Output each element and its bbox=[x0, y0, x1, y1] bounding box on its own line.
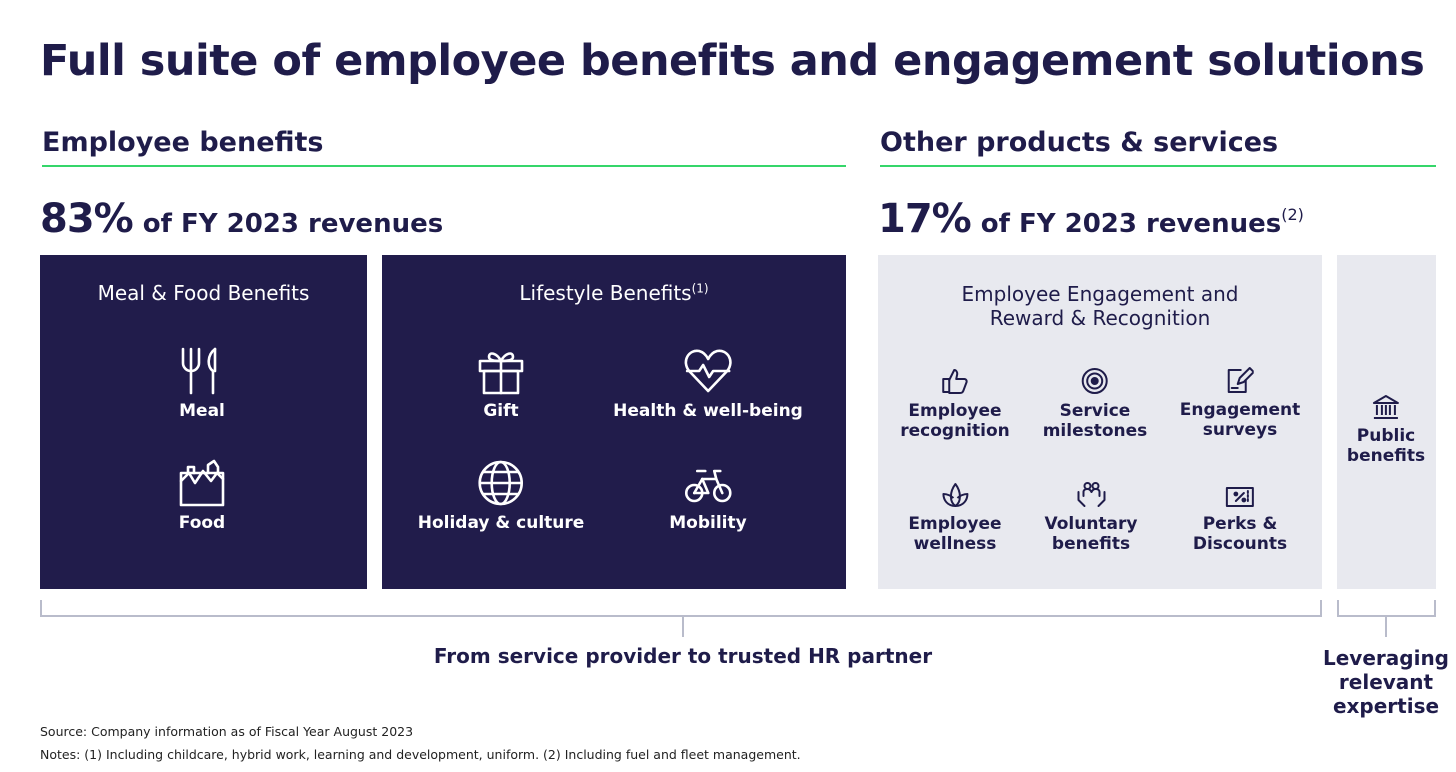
page-title: Full suite of employee benefits and enga… bbox=[40, 36, 1425, 86]
revenue-percent: 83% bbox=[40, 196, 134, 242]
thumbs-up-icon bbox=[941, 369, 968, 394]
health-item: Health & well-being bbox=[613, 347, 803, 421]
item-label: Food bbox=[178, 513, 226, 533]
employee-benefits-heading: Employee benefits bbox=[42, 127, 324, 158]
item-label: Employee wellness bbox=[908, 514, 1001, 554]
label-line: benefits bbox=[1346, 446, 1426, 466]
label-line: Discounts bbox=[1192, 534, 1288, 554]
panel-title: Meal & Food Benefits bbox=[97, 281, 310, 305]
side-bracket-center-tick bbox=[1385, 615, 1387, 637]
footnote-marker: (1) bbox=[691, 281, 709, 296]
footnote-marker: (2) bbox=[1281, 205, 1304, 224]
bracket-main-label: From service provider to trusted HR part… bbox=[433, 644, 933, 668]
employee-benefits-revenue-share: 83% of FY 2023 revenues bbox=[40, 196, 443, 242]
side-bracket-left-tick bbox=[1337, 600, 1339, 617]
mobility-item: Mobility bbox=[669, 459, 747, 533]
item-label: Mobility bbox=[669, 513, 747, 533]
main-bracket-right-tick bbox=[1320, 600, 1322, 617]
label-line: recognition bbox=[900, 421, 1010, 441]
public-benefits-item: Public benefits bbox=[1347, 394, 1425, 466]
item-label: Engagement surveys bbox=[1180, 400, 1301, 440]
label-line: Perks & bbox=[1202, 514, 1278, 534]
side-bracket-right-tick bbox=[1434, 600, 1436, 617]
panel-title: Lifestyle Benefits(1) bbox=[382, 281, 846, 305]
survey-pencil-icon bbox=[1228, 367, 1254, 393]
label-line: benefits bbox=[1051, 534, 1131, 554]
item-label: Perks & Discounts bbox=[1193, 514, 1287, 554]
fork-knife-icon bbox=[181, 347, 217, 395]
revenue-text: of FY 2023 revenues bbox=[980, 209, 1282, 239]
panel-title-text: Lifestyle Benefits bbox=[519, 281, 692, 305]
voluntary-benefits-item: Voluntary benefits bbox=[1044, 480, 1138, 554]
perks-discounts-item: Perks & Discounts bbox=[1193, 486, 1287, 554]
item-label: Meal bbox=[179, 401, 225, 421]
lifestyle-panel: Lifestyle Benefits(1) Gift Health & well… bbox=[382, 255, 846, 589]
hands-people-icon bbox=[1076, 482, 1105, 507]
source-note: Source: Company information as of Fiscal… bbox=[40, 724, 414, 739]
meal-food-panel: Meal & Food Benefits Meal Food bbox=[40, 255, 367, 589]
lotus-icon bbox=[942, 483, 968, 507]
label-line: Engagement bbox=[1179, 400, 1301, 420]
revenue-text: of FY 2023 revenues bbox=[142, 209, 444, 239]
panel-title-line: Reward & Recognition bbox=[989, 306, 1211, 330]
grocery-bag-icon bbox=[179, 459, 225, 507]
other-products-rule bbox=[880, 165, 1436, 167]
label-line: Voluntary bbox=[1044, 514, 1138, 534]
target-icon bbox=[1081, 368, 1108, 394]
public-benefits-panel: Public benefits bbox=[1337, 255, 1436, 589]
label-line: expertise bbox=[1332, 694, 1440, 718]
panel-title: Employee Engagement and Reward & Recogni… bbox=[878, 282, 1322, 330]
item-label: Health & well-being bbox=[613, 401, 803, 421]
item-label: Gift bbox=[483, 401, 519, 421]
label-line: milestones bbox=[1042, 421, 1148, 441]
other-products-revenue-share: 17% of FY 2023 revenues(2) bbox=[878, 196, 1304, 242]
holiday-item: Holiday & culture bbox=[417, 459, 585, 533]
revenue-percent: 17% bbox=[878, 196, 972, 242]
label-line: Employee bbox=[908, 401, 1002, 421]
label-line: Public bbox=[1356, 426, 1416, 446]
gift-icon bbox=[478, 352, 524, 395]
meal-item: Meal bbox=[179, 347, 225, 421]
label-line: Leveraging bbox=[1323, 646, 1449, 670]
employee-wellness-item: Employee wellness bbox=[908, 482, 1002, 554]
ticket-icon bbox=[1225, 487, 1254, 507]
label-line: relevant bbox=[1338, 670, 1434, 694]
label-line: wellness bbox=[913, 534, 997, 554]
item-label: Service milestones bbox=[1043, 401, 1148, 441]
item-label: Employee recognition bbox=[900, 401, 1010, 441]
panel-title-line: Employee Engagement and bbox=[961, 282, 1239, 306]
label-line: Service bbox=[1059, 401, 1131, 421]
employee-recognition-item: Employee recognition bbox=[900, 367, 1010, 441]
food-item: Food bbox=[178, 459, 226, 533]
gift-item: Gift bbox=[477, 347, 525, 421]
main-bracket-left-tick bbox=[40, 600, 42, 617]
other-products-heading: Other products & services bbox=[880, 127, 1279, 158]
item-label: Voluntary benefits bbox=[1044, 514, 1137, 554]
service-milestones-item: Service milestones bbox=[1043, 367, 1148, 441]
bicycle-icon bbox=[684, 469, 732, 503]
main-bracket-center-tick bbox=[682, 615, 684, 637]
label-line: surveys bbox=[1202, 420, 1278, 440]
label-line: Employee bbox=[908, 514, 1002, 534]
globe-icon bbox=[478, 460, 524, 506]
bank-building-icon bbox=[1373, 395, 1399, 419]
item-label: Holiday & culture bbox=[417, 513, 585, 533]
item-label: Public benefits bbox=[1347, 426, 1425, 466]
engagement-panel: Employee Engagement and Reward & Recogni… bbox=[878, 255, 1322, 589]
heart-pulse-icon bbox=[684, 349, 732, 393]
engagement-surveys-item: Engagement surveys bbox=[1180, 366, 1301, 440]
employee-benefits-rule bbox=[42, 165, 846, 167]
footnotes: Notes: (1) Including childcare, hybrid w… bbox=[40, 747, 801, 762]
main-bracket-horizontal bbox=[40, 615, 1322, 617]
bracket-side-label: Leveraging relevant expertise bbox=[1316, 646, 1456, 718]
